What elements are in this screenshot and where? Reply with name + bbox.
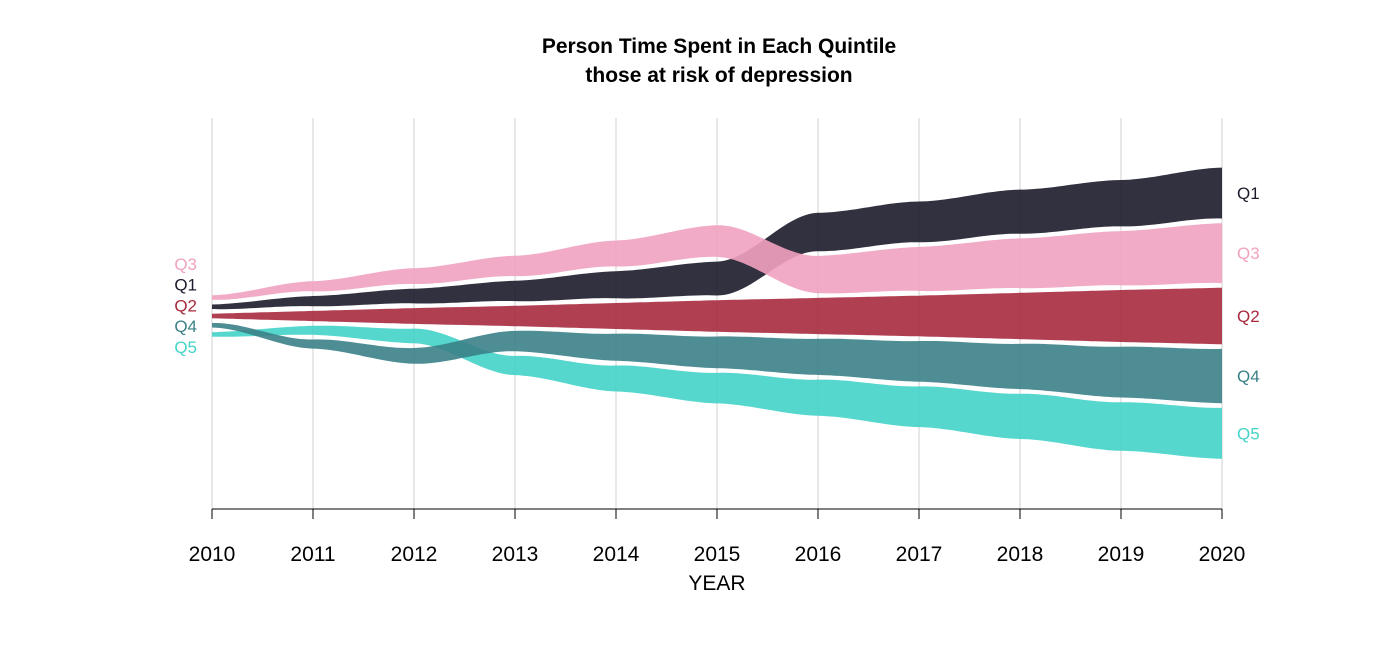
x-tick-label: 2020 — [1199, 543, 1246, 566]
chart-subtitle: those at risk of depression — [585, 64, 852, 87]
start-label-q3: Q3 — [174, 255, 197, 274]
x-tick-label: 2017 — [896, 543, 943, 566]
band-q5 — [212, 325, 1222, 459]
start-label-q5: Q5 — [174, 338, 197, 357]
x-tick-label: 2010 — [189, 543, 236, 566]
start-label-q1: Q1 — [174, 276, 197, 295]
x-tick-label: 2014 — [593, 543, 640, 566]
x-tick-label: 2018 — [997, 543, 1044, 566]
x-tick-label: 2012 — [391, 543, 438, 566]
x-axis — [211, 508, 1223, 519]
x-tick-label: 2011 — [290, 543, 335, 566]
x-tick-label: 2015 — [694, 543, 741, 566]
end-label-q5: Q5 — [1237, 424, 1260, 443]
x-tick-label: 2019 — [1098, 543, 1145, 566]
x-tick-label: 2013 — [492, 543, 539, 566]
band-q1 — [212, 167, 1222, 310]
end-label-q3: Q3 — [1237, 244, 1260, 263]
end-label-q2: Q2 — [1237, 307, 1260, 326]
band-q3 — [212, 223, 1222, 300]
start-label-q2: Q2 — [174, 296, 197, 315]
series-bands — [212, 167, 1222, 459]
x-tick-label: 2016 — [795, 543, 842, 566]
chart-title: Person Time Spent in Each Quintile — [542, 35, 896, 58]
band-q2 — [212, 287, 1222, 345]
end-label-q1: Q1 — [1237, 184, 1260, 203]
band-q4 — [212, 323, 1222, 404]
x-tick-labels: 2010 2011 2012 2013 2014 2015 2016 2017 2018 2019… — [189, 543, 1246, 566]
x-axis-title: YEAR — [688, 572, 745, 595]
start-label-q4: Q4 — [174, 317, 197, 336]
end-label-q4: Q4 — [1237, 367, 1260, 386]
